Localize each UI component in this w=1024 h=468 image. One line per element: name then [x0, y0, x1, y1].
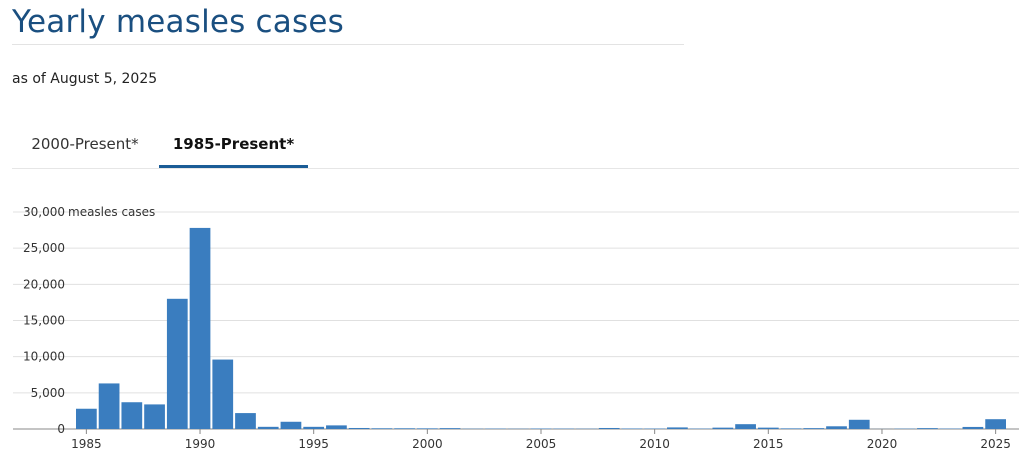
x-tick-label: 1995: [298, 437, 329, 451]
x-tick-label: 2000: [412, 437, 443, 451]
bar-2017[interactable]: [803, 428, 825, 429]
bar-2024[interactable]: [962, 426, 984, 429]
x-tick-label: 2025: [980, 437, 1011, 451]
y-tick-label: 5,000: [31, 386, 65, 400]
tab-2000-present[interactable]: 2000-Present*: [31, 135, 139, 153]
bar-1990[interactable]: [189, 227, 211, 429]
y-tick-label: 20,000: [23, 277, 65, 291]
as-of-date: as of August 5, 2025: [12, 71, 158, 87]
bar-1998[interactable]: [371, 428, 393, 429]
tabs-divider: [12, 168, 1019, 169]
bar-1999[interactable]: [394, 428, 415, 429]
bar-1993[interactable]: [257, 426, 279, 429]
y-axis: 0 5,000 10,000 15,000 20,000 25,000 30,000 meas…: [23, 205, 155, 436]
bar-1985[interactable]: [76, 408, 97, 429]
bar-2014[interactable]: [735, 424, 756, 429]
bar-1995[interactable]: [303, 426, 325, 429]
measles-bar-chart: 0 5,000 10,000 15,000 20,000 25,000 30,000 meas…: [13, 205, 1019, 451]
x-tick-label: 1990: [185, 437, 216, 451]
y-tick-label: 0: [57, 422, 65, 436]
bar-1996[interactable]: [326, 425, 347, 429]
x-axis: 1985 1990 1995 2000 2005 2010 2015 2020 2025: [71, 429, 1011, 451]
bar-2022[interactable]: [917, 428, 938, 429]
bar-2015[interactable]: [757, 427, 779, 429]
page-title: Yearly measles cases: [12, 4, 344, 40]
bar-2016[interactable]: [780, 428, 802, 429]
y-tick-label: 15,000: [23, 314, 65, 328]
bar-2000[interactable]: [416, 428, 438, 429]
bar-2019[interactable]: [848, 419, 870, 429]
bar-2009[interactable]: [621, 428, 643, 429]
bar-1988[interactable]: [144, 404, 165, 429]
y-tick-label: 25,000: [23, 241, 65, 255]
bar-1986[interactable]: [98, 383, 120, 429]
y-tick-label: 30,000: [23, 205, 65, 219]
x-tick-label: 1985: [71, 437, 102, 451]
bar-1992[interactable]: [235, 413, 256, 429]
bar-2018[interactable]: [826, 426, 847, 429]
x-tick-label: 2010: [639, 437, 670, 451]
bars: [76, 227, 1006, 429]
y-tick-label: 10,000: [23, 350, 65, 364]
x-tick-label: 2015: [753, 437, 784, 451]
y-axis-label: measles cases: [68, 205, 155, 219]
bar-2011[interactable]: [667, 427, 688, 429]
bar-2025[interactable]: [985, 419, 1006, 429]
bar-1994[interactable]: [280, 421, 302, 429]
bar-1991[interactable]: [212, 359, 234, 429]
bar-1997[interactable]: [348, 427, 370, 429]
bar-2013[interactable]: [712, 427, 734, 429]
tab-1985-present[interactable]: 1985-Present*: [159, 124, 308, 169]
title-divider: [12, 44, 684, 45]
bar-1989[interactable]: [166, 298, 188, 429]
gridlines: [13, 211, 1019, 430]
range-tabs: 2000-Present* 1985-Present*: [12, 124, 1019, 170]
bar-2008[interactable]: [598, 427, 620, 429]
bar-1987[interactable]: [121, 402, 143, 429]
x-tick-label: 2005: [526, 437, 557, 451]
x-tick-label: 2020: [867, 437, 898, 451]
bar-2001[interactable]: [439, 428, 461, 429]
